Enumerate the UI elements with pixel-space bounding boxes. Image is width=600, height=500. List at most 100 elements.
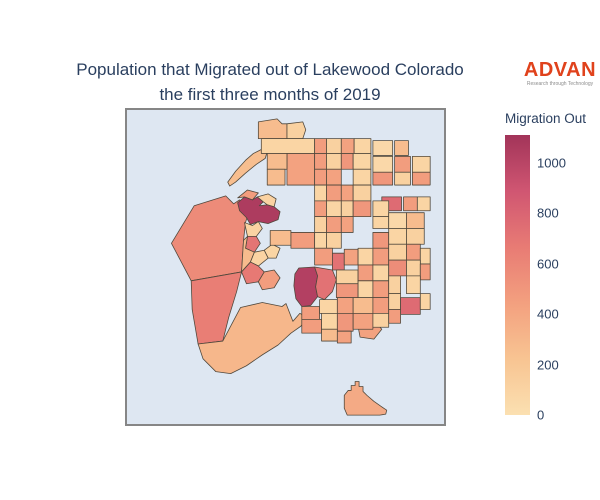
map-region[interactable] — [326, 216, 342, 233]
map-region[interactable] — [372, 200, 390, 218]
colorbar-gradient — [505, 135, 530, 415]
map-region[interactable] — [403, 196, 418, 212]
map-region[interactable] — [416, 196, 431, 212]
map-region[interactable] — [314, 168, 327, 186]
map-region[interactable] — [340, 200, 354, 218]
map-region[interactable] — [266, 168, 286, 186]
map-region[interactable] — [406, 275, 421, 295]
map-region[interactable] — [394, 171, 411, 186]
map-region[interactable] — [314, 216, 327, 233]
map-region[interactable] — [326, 168, 342, 186]
map-region[interactable] — [227, 149, 268, 187]
map-region[interactable] — [301, 318, 322, 334]
map-region[interactable] — [372, 156, 394, 173]
choropleth-map[interactable] — [127, 110, 444, 424]
map-region[interactable] — [301, 306, 320, 320]
map-region[interactable] — [388, 293, 401, 310]
map-region[interactable] — [372, 216, 390, 229]
map-region[interactable] — [388, 243, 407, 261]
map-region[interactable] — [286, 153, 316, 186]
map-region[interactable] — [352, 313, 374, 330]
map-region[interactable] — [326, 200, 342, 218]
map-region[interactable] — [357, 280, 374, 299]
map-region[interactable] — [353, 138, 372, 154]
map-region[interactable] — [372, 264, 390, 282]
map-region[interactable] — [321, 313, 338, 330]
map-region[interactable] — [336, 297, 354, 314]
chart-title: Population that Migrated out of Lakewood… — [20, 57, 520, 107]
map-region[interactable] — [266, 153, 288, 170]
map-region[interactable] — [260, 138, 316, 154]
map-region[interactable] — [419, 263, 431, 281]
map-region[interactable] — [321, 328, 338, 342]
map-region[interactable] — [319, 299, 338, 314]
map-region[interactable] — [269, 230, 292, 246]
map-region[interactable] — [326, 138, 342, 154]
map-region[interactable] — [372, 280, 390, 299]
map-region[interactable] — [357, 264, 374, 282]
map-region[interactable] — [286, 121, 307, 140]
map-region[interactable] — [326, 184, 342, 202]
map-region[interactable] — [372, 140, 394, 156]
map-region[interactable] — [340, 216, 354, 233]
map-region[interactable] — [190, 271, 242, 345]
map-region[interactable] — [314, 184, 327, 202]
map-region[interactable] — [406, 243, 421, 261]
map-region[interactable] — [388, 275, 401, 295]
map-region[interactable] — [336, 313, 354, 332]
advan-logo: ADVAN Research through Technology — [520, 60, 600, 87]
map-region[interactable] — [326, 153, 342, 170]
map-region[interactable] — [352, 168, 372, 186]
map-region[interactable] — [352, 200, 372, 218]
map-region[interactable] — [372, 313, 390, 328]
map-region[interactable] — [343, 381, 388, 416]
map-region[interactable] — [394, 140, 409, 156]
map-region[interactable] — [412, 156, 431, 173]
map-region[interactable] — [340, 138, 355, 154]
map-region[interactable] — [314, 138, 327, 154]
map-region[interactable] — [406, 212, 425, 229]
map-region[interactable] — [372, 171, 394, 186]
map-region[interactable] — [340, 153, 354, 170]
map-region[interactable] — [171, 195, 249, 282]
map-region[interactable] — [250, 249, 269, 267]
map-region[interactable] — [388, 212, 407, 229]
map-region[interactable] — [388, 309, 401, 324]
map-region[interactable] — [388, 259, 407, 277]
map-region[interactable] — [314, 232, 327, 249]
map-region[interactable] — [326, 232, 342, 249]
map-region[interactable] — [256, 193, 277, 208]
map-region[interactable] — [237, 189, 259, 201]
map-region[interactable] — [412, 171, 431, 186]
map-region[interactable] — [388, 228, 407, 245]
map-region[interactable] — [340, 184, 354, 202]
map-region[interactable] — [419, 247, 431, 265]
map-region[interactable] — [290, 232, 316, 249]
map-region[interactable] — [335, 269, 359, 285]
map-region[interactable] — [314, 247, 333, 266]
map-region[interactable] — [293, 266, 318, 307]
map-region[interactable] — [257, 118, 288, 140]
map-region[interactable] — [257, 269, 281, 291]
map-region[interactable] — [406, 259, 421, 277]
map-region[interactable] — [352, 153, 372, 170]
map-region[interactable] — [335, 283, 359, 299]
map-region[interactable] — [332, 252, 345, 271]
map-region[interactable] — [314, 200, 327, 218]
map-region[interactable] — [336, 330, 352, 344]
map-region[interactable] — [343, 248, 359, 266]
map-region[interactable] — [352, 184, 372, 202]
map-region[interactable] — [400, 297, 421, 315]
map-region[interactable] — [372, 247, 390, 266]
map-region[interactable] — [394, 156, 411, 173]
map-region[interactable] — [352, 297, 374, 314]
choropleth-plot-area[interactable] — [125, 108, 446, 426]
map-region[interactable] — [237, 196, 281, 225]
map-region[interactable] — [372, 232, 390, 249]
map-region[interactable] — [406, 228, 425, 245]
map-region[interactable] — [372, 297, 390, 314]
map-region[interactable] — [314, 266, 337, 300]
map-region[interactable] — [357, 247, 374, 266]
map-region[interactable] — [419, 293, 431, 310]
map-region[interactable] — [314, 153, 327, 170]
